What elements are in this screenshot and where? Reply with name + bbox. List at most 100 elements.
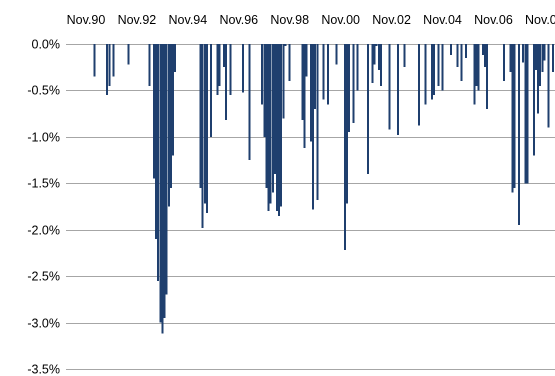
bar	[93, 44, 96, 77]
x-tick-label: Nov.00	[321, 13, 360, 27]
bar	[460, 44, 463, 82]
bar	[380, 44, 382, 86]
y-axis-labels: 0.0% -0.5% -1.0% -1.5% -2.0% -2.5% -3.0% -3.5%	[27, 38, 60, 376]
bar	[169, 44, 172, 188]
bar	[312, 44, 315, 210]
bar	[163, 44, 166, 318]
bar	[206, 44, 208, 213]
y-tick-label: -2.5%	[27, 270, 60, 284]
bar	[403, 44, 406, 68]
bar	[263, 44, 266, 137]
bar	[534, 44, 537, 70]
bar	[526, 44, 529, 184]
bar	[152, 44, 155, 179]
bar	[242, 44, 244, 93]
x-tick-label: Nov.92	[118, 13, 157, 27]
bar	[229, 44, 232, 96]
bar	[433, 44, 435, 96]
bar	[199, 44, 202, 188]
bar	[477, 44, 480, 91]
bar	[316, 44, 319, 200]
bar	[112, 44, 115, 77]
bar	[106, 44, 109, 96]
bar	[159, 44, 162, 323]
bar	[418, 44, 421, 126]
bar	[456, 44, 459, 68]
bar	[371, 44, 374, 83]
bar	[367, 44, 370, 174]
bar	[303, 44, 306, 148]
bar	[172, 44, 174, 156]
bar	[388, 44, 391, 130]
bar	[248, 44, 251, 161]
bar	[210, 44, 213, 137]
bar	[481, 44, 484, 56]
bar	[216, 44, 219, 96]
x-tick-label: Nov.04	[423, 13, 462, 27]
bar	[326, 44, 329, 105]
bar	[424, 44, 427, 105]
bar	[547, 44, 550, 128]
bar	[278, 44, 281, 216]
bar	[513, 44, 516, 188]
bar	[161, 44, 164, 334]
bar	[155, 44, 157, 239]
bar	[356, 44, 359, 91]
bar	[473, 44, 476, 105]
bar	[222, 44, 225, 68]
bar	[522, 44, 525, 63]
bar	[450, 44, 452, 56]
x-tick-label: Nov.06	[474, 13, 513, 27]
bar	[551, 44, 554, 72]
bar	[348, 44, 351, 133]
bar	[437, 44, 440, 86]
x-tick-label: Nov.08	[525, 13, 555, 27]
x-axis-labels: Nov.90 Nov.92 Nov.94 Nov.96 Nov.98 Nov.00 Nov.…	[67, 13, 555, 27]
bar	[335, 44, 338, 65]
bar	[203, 44, 206, 204]
bar	[282, 44, 285, 119]
bar	[127, 44, 130, 65]
bar	[464, 44, 467, 58]
x-tick-label: Nov.98	[270, 13, 309, 27]
bar	[375, 44, 378, 46]
bar	[273, 44, 276, 174]
bar	[267, 44, 270, 212]
y-tick-label: -0.5%	[27, 84, 60, 98]
bar	[475, 44, 478, 86]
bar	[271, 44, 274, 193]
bar	[108, 44, 111, 86]
bar	[157, 44, 160, 281]
y-tick-label: -2.0%	[27, 224, 60, 238]
bar	[218, 44, 221, 86]
bar	[543, 44, 546, 61]
bar	[524, 44, 527, 184]
y-tick-label: -3.5%	[27, 363, 60, 376]
bar	[430, 44, 433, 100]
bar	[352, 44, 355, 123]
bar	[165, 44, 168, 295]
y-tick-label: -1.5%	[27, 177, 60, 191]
bar	[284, 44, 287, 46]
x-tick-label: Nov.02	[372, 13, 411, 27]
x-tick-label: Nov.96	[219, 13, 258, 27]
bar	[276, 44, 278, 212]
bar	[225, 44, 228, 121]
bar	[148, 44, 151, 86]
bar	[322, 44, 325, 100]
bar	[541, 44, 544, 72]
bar	[346, 44, 348, 204]
bar	[397, 44, 399, 135]
bar	[377, 44, 380, 70]
bar	[509, 44, 512, 72]
bar	[373, 44, 376, 65]
bar	[517, 44, 520, 226]
bar	[305, 44, 308, 77]
bar	[201, 44, 204, 228]
bar	[261, 44, 264, 105]
bar	[503, 44, 506, 82]
bar	[486, 44, 489, 109]
bar	[314, 44, 317, 109]
bar	[280, 44, 283, 207]
